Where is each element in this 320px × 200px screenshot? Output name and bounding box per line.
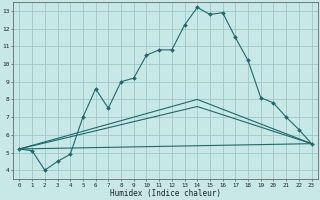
X-axis label: Humidex (Indice chaleur): Humidex (Indice chaleur) [110, 189, 221, 198]
